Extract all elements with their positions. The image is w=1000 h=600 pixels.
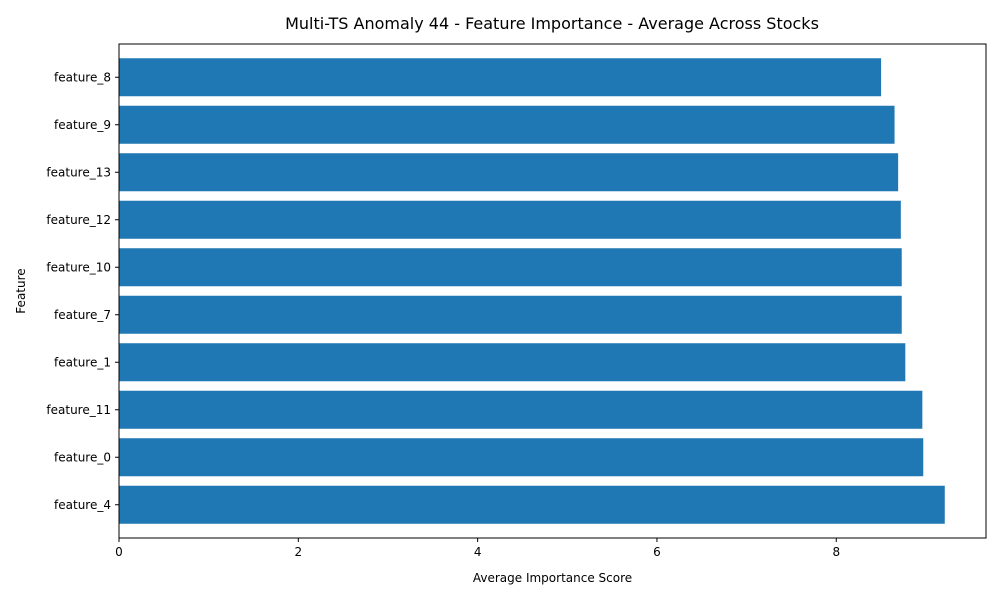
y-tick-label: feature_12 bbox=[46, 213, 111, 227]
y-tick-label: feature_8 bbox=[54, 70, 111, 84]
x-tick-label: 0 bbox=[115, 545, 123, 559]
y-tick-label: feature_13 bbox=[46, 165, 111, 179]
bar-feature_0 bbox=[119, 438, 924, 477]
y-tick-label: feature_1 bbox=[54, 355, 111, 369]
y-tick-label: feature_7 bbox=[54, 308, 111, 322]
y-tick-label: feature_0 bbox=[54, 450, 111, 464]
y-tick-label: feature_11 bbox=[46, 403, 111, 417]
bar-feature_9 bbox=[119, 105, 895, 144]
y-tick-label: feature_10 bbox=[46, 260, 111, 274]
x-axis-label: Average Importance Score bbox=[473, 571, 632, 585]
x-axis-ticks: 0 2 4 6 8 bbox=[115, 538, 840, 559]
y-tick-label: feature_9 bbox=[54, 118, 111, 132]
y-axis-label: Feature bbox=[14, 268, 28, 313]
plot-frame bbox=[118, 43, 987, 539]
bar-feature_7 bbox=[119, 295, 902, 334]
x-tick-label: 4 bbox=[474, 545, 482, 559]
bar-feature_4 bbox=[119, 485, 945, 524]
bar-feature_11 bbox=[119, 390, 923, 429]
bars-group bbox=[119, 58, 945, 524]
x-tick-label: 2 bbox=[294, 545, 302, 559]
bar-feature_12 bbox=[119, 200, 901, 239]
y-axis-ticks: feature_4 feature_0 feature_11 feature_1 fea… bbox=[46, 70, 119, 512]
x-tick-label: 8 bbox=[832, 545, 840, 559]
y-tick-label: feature_4 bbox=[54, 498, 111, 512]
bar-feature_13 bbox=[119, 153, 899, 192]
bar-feature_8 bbox=[119, 58, 882, 97]
bar-feature_10 bbox=[119, 248, 902, 287]
bar-feature_1 bbox=[119, 343, 906, 382]
x-tick-label: 6 bbox=[653, 545, 661, 559]
chart-title: Multi-TS Anomaly 44 - Feature Importance… bbox=[285, 14, 819, 33]
